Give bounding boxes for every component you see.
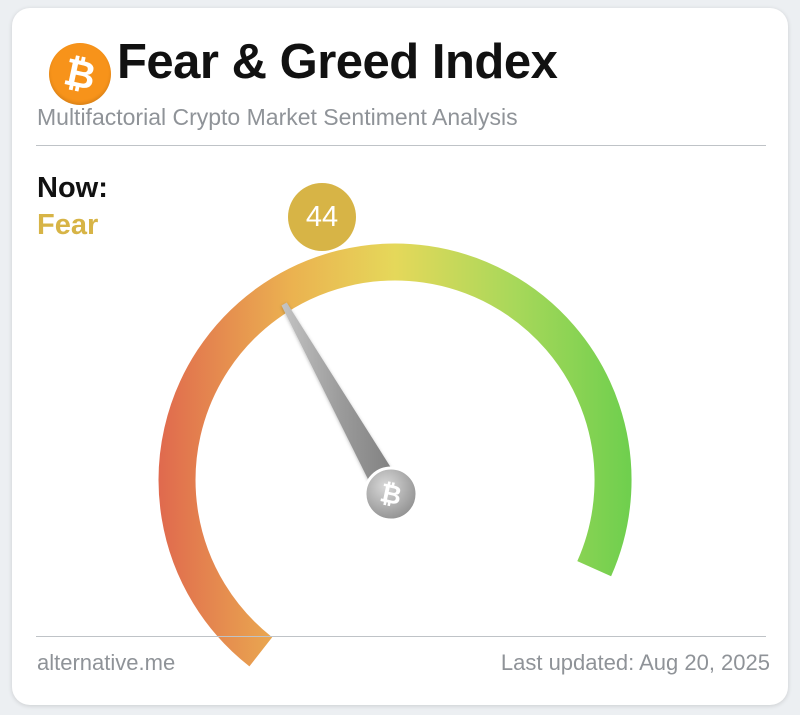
footer-divider xyxy=(36,636,766,637)
bitcoin-logo-icon: ₿ xyxy=(49,43,111,105)
now-label: Now: xyxy=(37,172,108,204)
source-link[interactable]: alternative.me xyxy=(37,650,176,675)
gauge-needle xyxy=(281,302,404,501)
page-title: Fear & Greed Index xyxy=(117,35,558,89)
header-divider xyxy=(36,145,766,146)
gauge-hub-bitcoin-icon: ₿ xyxy=(363,466,419,522)
page-subtitle: Multifactorial Crypto Market Sentiment A… xyxy=(37,104,518,130)
last-updated: Last updated: Aug 20, 2025 xyxy=(500,650,770,675)
fear-greed-card: ₿ xyxy=(12,8,788,705)
index-value-badge: 44 xyxy=(288,183,356,251)
gauge-arc xyxy=(158,243,632,667)
sentiment-label: Fear xyxy=(37,209,99,241)
